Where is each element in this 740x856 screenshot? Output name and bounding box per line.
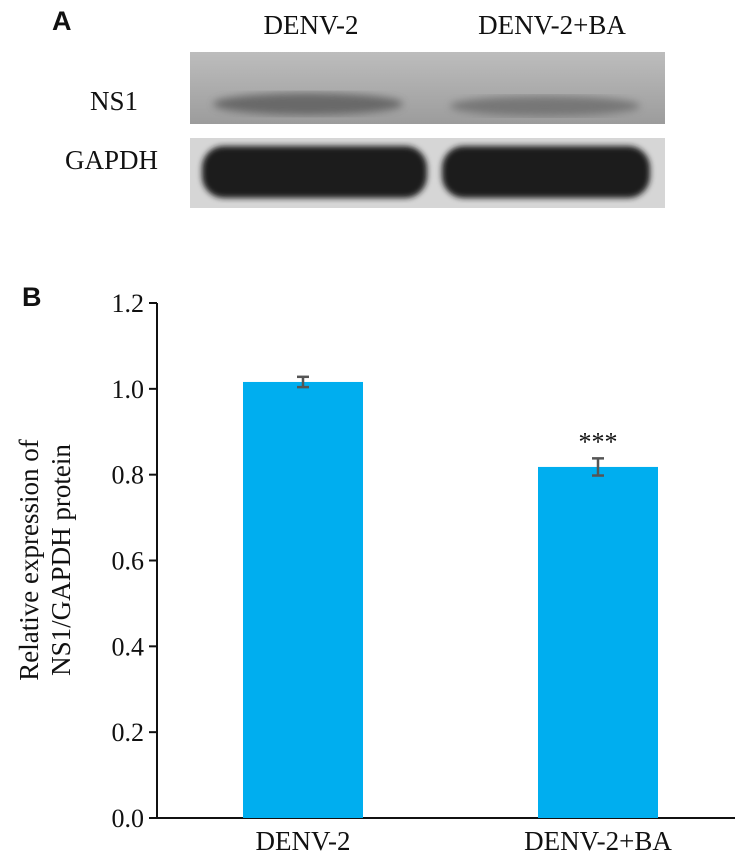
bar — [538, 466, 658, 818]
panel-b-label: B — [22, 282, 42, 312]
panel-a-label: A — [52, 6, 72, 36]
ns1-blot — [190, 52, 665, 124]
bar — [243, 381, 363, 818]
y-tick-label: 1.2 — [112, 289, 145, 318]
y-tick-label: 0.4 — [112, 632, 145, 661]
axes: 0.0 0.2 0.4 0.6 0.8 1.0 1.2 DENV-2 DENV-2+BA — [112, 289, 735, 856]
gapdh-band-denv2-ba — [442, 146, 650, 198]
y-tick-label: 1.0 — [112, 375, 145, 404]
y-tick-label: 0.8 — [112, 461, 145, 490]
ns1-band-denv2 — [213, 93, 403, 115]
row-label-ns1: NS1 — [90, 86, 139, 116]
significance-label: *** — [579, 427, 618, 456]
bars: *** — [243, 375, 658, 818]
x-tick-label: DENV-2 — [255, 826, 350, 856]
y-axis-label-line2: NS1/GAPDH protein — [46, 444, 76, 676]
y-axis-label-line1: Relative expression of — [14, 439, 44, 680]
lane-label-denv2-ba: DENV-2+BA — [478, 10, 626, 40]
ns1-band-denv2-ba — [450, 96, 640, 116]
y-tick-label: 0.6 — [112, 547, 145, 576]
gapdh-blot — [190, 138, 665, 208]
row-label-gapdh: GAPDH — [65, 145, 159, 175]
y-tick-label: 0.0 — [112, 804, 145, 833]
lane-label-denv2: DENV-2 — [263, 10, 359, 40]
y-axis-label: Relative expression of NS1/GAPDH protein — [14, 439, 76, 680]
x-tick-label: DENV-2+BA — [524, 826, 672, 856]
y-tick-label: 0.2 — [112, 718, 145, 747]
gapdh-band-denv2 — [202, 146, 427, 198]
